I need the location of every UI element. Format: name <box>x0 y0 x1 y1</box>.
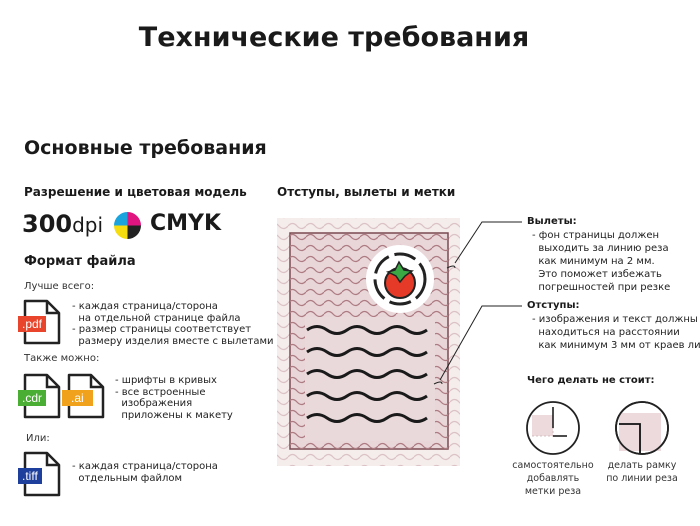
tiff-notes: - каждая страница/сторона отдельным файл… <box>72 461 218 484</box>
dont-item-crop-marks: самостоятельно добавлять метки реза <box>512 460 594 497</box>
page-title: Технические требования <box>138 22 530 53</box>
group-label-best: Лучше всего: <box>24 281 95 292</box>
group-label-or: Или: <box>26 433 50 444</box>
dont-item-frame: делать рамку по линии реза <box>606 460 678 484</box>
text-lines <box>306 325 428 423</box>
padding-title: Отступы: <box>527 300 580 311</box>
cdr-badge: .cdr <box>18 390 47 406</box>
color-model: CMYK <box>150 211 222 236</box>
layout-diagram <box>277 218 522 466</box>
cdr-ai-notes: - шрифты в кривых - все встроенные изобр… <box>115 375 233 421</box>
bleed-text: - фон страницы должен выходить за линию … <box>532 230 671 293</box>
dont-title: Чего делать не стоит: <box>527 375 655 386</box>
padding-text: - изображения и текст должны находиться … <box>532 314 700 351</box>
frame-border-icon <box>615 401 669 455</box>
callout-lines <box>433 221 522 385</box>
ai-file-icon: .ai <box>62 372 106 420</box>
resolution-heading: Разрешение и цветовая модель <box>24 185 247 199</box>
tomato-logo <box>366 245 434 313</box>
resolution-value: 300dpi <box>22 210 103 238</box>
cmyk-icon <box>114 212 141 239</box>
cdr-file-icon: .cdr <box>18 372 62 420</box>
file-format-heading: Формат файла <box>24 254 136 269</box>
dpi-unit: dpi <box>72 213 104 237</box>
crop-marks-icon <box>526 401 580 455</box>
group-label-also: Также можно: <box>24 353 100 364</box>
margins-heading: Отступы, вылеты и метки <box>277 185 456 199</box>
bleed-title: Вылеты: <box>527 216 577 227</box>
dpi-number: 300 <box>22 210 73 238</box>
ai-badge: .ai <box>62 390 93 406</box>
pdf-notes: - каждая страница/сторона на отдельной с… <box>72 301 274 347</box>
tiff-badge: .tiff <box>18 468 42 484</box>
tiff-file-icon: .tiff <box>18 450 62 498</box>
pdf-badge: .pdf <box>18 316 47 332</box>
section-title: Основные требования <box>24 137 267 159</box>
pdf-file-icon: .pdf <box>18 298 62 346</box>
